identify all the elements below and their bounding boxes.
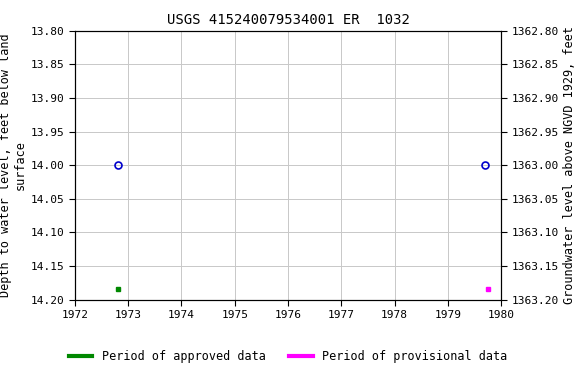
Y-axis label: Groundwater level above NGVD 1929, feet: Groundwater level above NGVD 1929, feet bbox=[563, 26, 576, 304]
Y-axis label: Depth to water level, feet below land
surface: Depth to water level, feet below land su… bbox=[0, 33, 26, 297]
Legend: Period of approved data, Period of provisional data: Period of approved data, Period of provi… bbox=[64, 346, 512, 368]
Title: USGS 415240079534001 ER  1032: USGS 415240079534001 ER 1032 bbox=[166, 13, 410, 27]
